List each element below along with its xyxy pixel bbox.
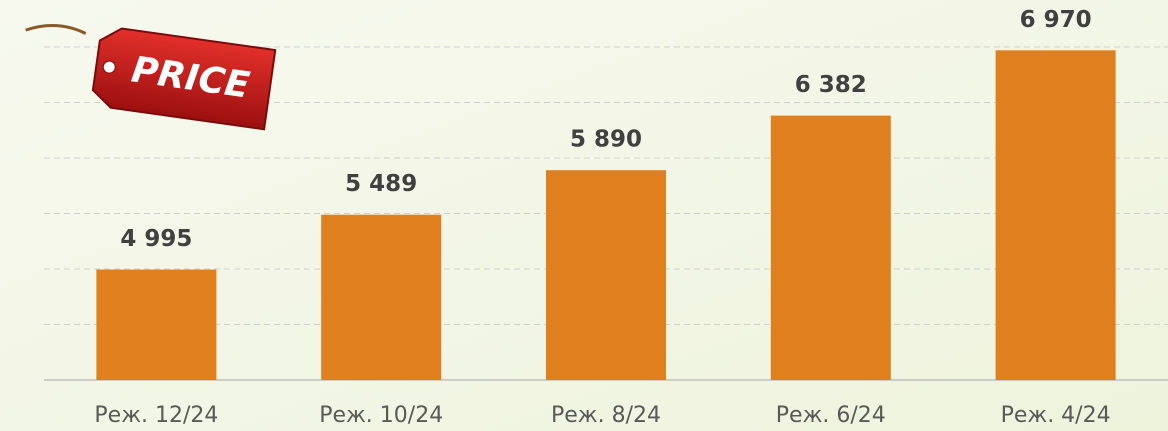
- x-tick-label: Реж. 4/24: [1001, 403, 1111, 428]
- x-tick-label: Реж. 12/24: [94, 403, 218, 428]
- bar: [96, 270, 216, 380]
- bar: [771, 116, 891, 380]
- page: {"chart_data": {"type": "bar", "categori…: [0, 0, 1168, 431]
- bar: [546, 170, 666, 380]
- bar: [321, 215, 441, 380]
- value-label: 6 382: [795, 72, 867, 98]
- value-label: 5 489: [345, 171, 417, 197]
- x-tick-label: Реж. 6/24: [776, 403, 886, 428]
- value-label: 5 890: [570, 127, 642, 153]
- value-label: 6 970: [1020, 7, 1092, 33]
- x-tick-label: Реж. 10/24: [319, 403, 443, 428]
- bar: [996, 50, 1116, 380]
- x-tick-label: Реж. 8/24: [551, 403, 661, 428]
- chart: 4 995 Реж. 12/24 5 489 Реж. 10/24 5 890 Реж. …: [0, 0, 1168, 431]
- value-label: 4 995: [120, 226, 192, 252]
